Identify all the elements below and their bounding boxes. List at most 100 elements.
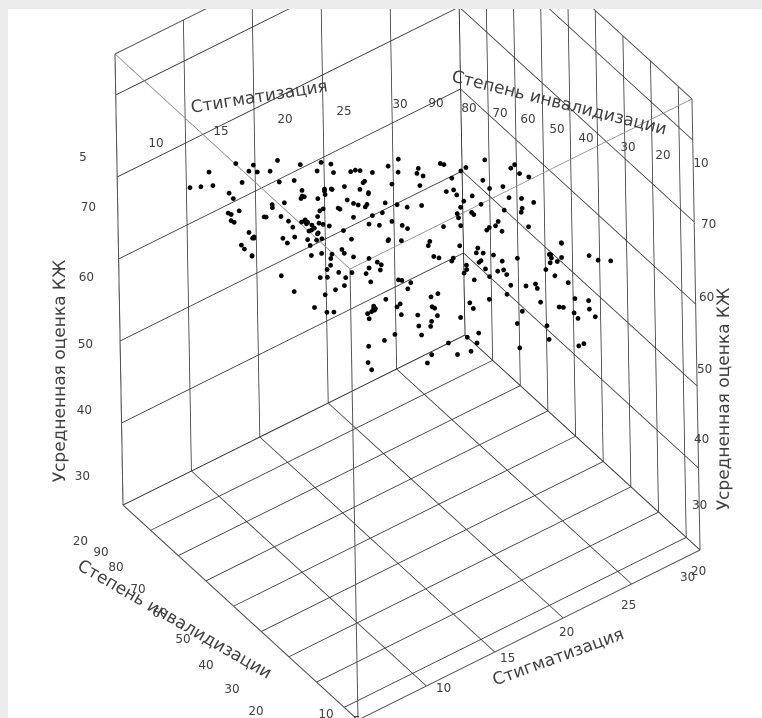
data-point — [392, 332, 398, 337]
grid-line-side-y — [594, 10, 604, 462]
cube-edge-right — [691, 98, 701, 551]
data-point — [468, 348, 474, 354]
z-tick-right: 60 — [699, 290, 714, 304]
data-point — [435, 313, 440, 319]
data-point — [419, 332, 424, 338]
data-point — [366, 256, 372, 261]
data-point — [449, 258, 455, 264]
data-point — [458, 315, 463, 320]
data-point — [349, 270, 355, 275]
y-tick-top: 30 — [620, 140, 635, 154]
data-point — [428, 324, 434, 329]
data-point — [394, 202, 400, 208]
x-tick-top: 25 — [336, 104, 351, 118]
data-point — [230, 196, 236, 202]
z-tick-right: 70 — [701, 217, 716, 231]
grid-line-floor-y — [233, 435, 576, 607]
data-point — [427, 239, 433, 244]
data-point — [428, 294, 434, 300]
grid-line-back-z — [118, 88, 461, 260]
data-point — [586, 298, 591, 304]
data-point — [451, 187, 456, 193]
data-point — [454, 211, 460, 217]
data-point — [586, 253, 592, 258]
data-point — [546, 337, 552, 342]
y-tick-top: 20 — [655, 148, 670, 162]
data-point — [414, 171, 420, 176]
data-point — [278, 273, 284, 279]
data-point — [378, 262, 384, 268]
data-point — [364, 202, 370, 207]
data-point — [499, 258, 505, 264]
data-point — [416, 323, 422, 329]
data-point — [441, 162, 447, 168]
data-point — [291, 289, 297, 294]
grid-line-back-z — [117, 9, 457, 178]
data-point — [342, 184, 347, 190]
data-point — [319, 251, 324, 256]
data-point — [324, 309, 330, 315]
data-point — [419, 203, 424, 208]
x-tick-bottom: 10 — [436, 681, 451, 695]
data-point — [546, 252, 552, 257]
data-point — [501, 207, 507, 213]
data-point — [275, 158, 280, 163]
data-point — [565, 280, 571, 286]
axis-titles: Стигматизация Степень инвалидизации Усре… — [50, 67, 734, 691]
data-point — [458, 223, 464, 229]
data-point — [251, 162, 256, 168]
data-point — [351, 254, 356, 260]
data-point — [487, 186, 492, 191]
data-point — [187, 185, 193, 191]
data-point — [399, 223, 405, 228]
data-point — [508, 165, 514, 171]
data-point — [549, 255, 554, 261]
data-point — [225, 210, 231, 216]
data-point — [515, 255, 520, 261]
data-point — [571, 310, 577, 316]
data-point — [389, 219, 395, 224]
data-point — [576, 343, 582, 349]
data-point — [316, 220, 322, 226]
data-point — [291, 178, 297, 183]
y-tick-left: 10 — [318, 707, 333, 718]
data-point — [315, 230, 321, 236]
data-point — [366, 265, 372, 271]
y-tick-left: 40 — [198, 658, 213, 672]
data-point — [317, 208, 323, 214]
grid-line-side-z — [460, 9, 695, 223]
data-point — [307, 243, 313, 248]
y-tick-top: 90 — [428, 96, 443, 110]
data-point — [495, 268, 501, 274]
data-point — [366, 191, 371, 197]
cube-edge-top-left — [114, 53, 351, 270]
data-point — [336, 270, 342, 275]
z-tick-right: 30 — [692, 498, 707, 512]
data-point — [374, 259, 380, 265]
grid-line-side-z — [460, 88, 696, 305]
data-point — [299, 188, 305, 193]
data-point — [343, 275, 349, 281]
data-point — [467, 300, 473, 306]
data-point — [236, 208, 242, 214]
data-point — [493, 223, 498, 229]
data-point — [526, 224, 531, 230]
data-point — [370, 213, 375, 219]
grid-line-floor-x — [191, 470, 427, 687]
data-point — [249, 253, 255, 259]
data-point — [348, 169, 354, 175]
data-point — [470, 306, 476, 311]
x-tick-top: 10 — [148, 136, 163, 150]
data-point — [443, 189, 449, 195]
data-point — [314, 237, 319, 243]
data-point — [531, 200, 537, 205]
data-point — [581, 341, 587, 347]
data-point — [425, 243, 431, 249]
y-tick-left: 70 — [130, 582, 145, 596]
x-tick-bottom: 25 — [621, 598, 636, 612]
data-point — [351, 201, 356, 206]
data-point — [506, 195, 512, 201]
data-point — [341, 228, 346, 234]
data-point — [305, 237, 310, 243]
data-point — [278, 214, 284, 219]
